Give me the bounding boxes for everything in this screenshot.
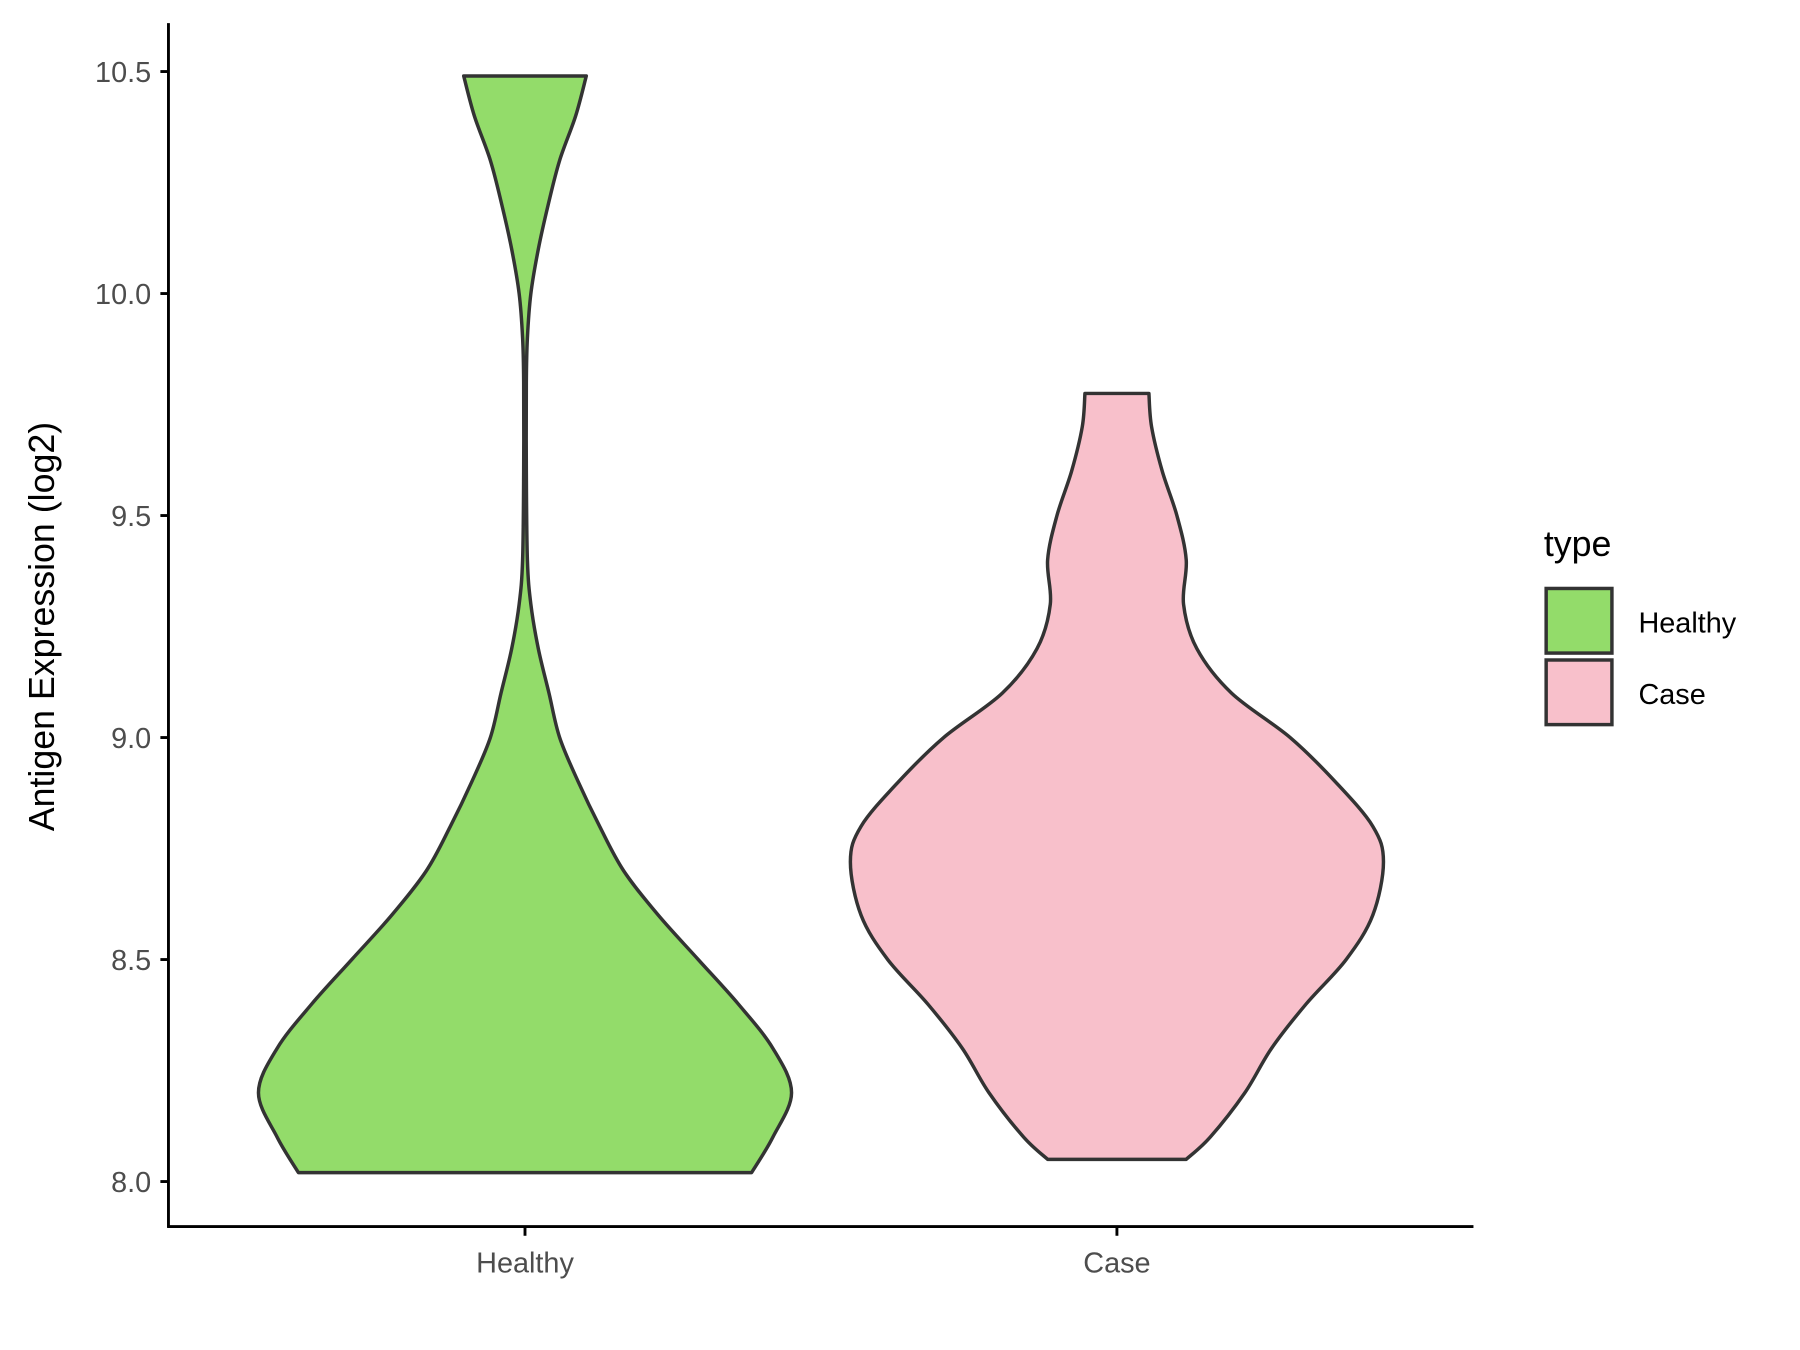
legend-title: type: [1544, 524, 1612, 564]
legend-label: Case: [1638, 679, 1705, 711]
y-tick-label: 9.5: [111, 501, 151, 533]
x-ticks: Healthy Case: [476, 1226, 1151, 1280]
legend-key-case: [1544, 658, 1614, 727]
x-tick-label: Healthy: [476, 1248, 574, 1280]
y-tick-label: 10.0: [95, 279, 151, 311]
x-tick-label: Case: [1083, 1248, 1150, 1280]
legend-key-healthy: [1544, 586, 1614, 655]
violin-healthy: [256, 74, 794, 1175]
violin-case: [848, 391, 1386, 1162]
y-tick-label: 8.5: [111, 945, 151, 977]
y-tick-label: 10.5: [95, 57, 151, 89]
y-tick-label: 8.0: [111, 1167, 151, 1199]
legend-label: Healthy: [1638, 607, 1736, 639]
violins: [256, 74, 1386, 1175]
legend: Healthy Case: [1544, 586, 1737, 727]
y-ticks: 8.0 8.5 9.0 9.5 10.0 10.5: [95, 57, 169, 1199]
y-tick-label: 9.0: [111, 723, 151, 755]
y-axis-label: Antigen Expression (log2): [22, 422, 62, 831]
